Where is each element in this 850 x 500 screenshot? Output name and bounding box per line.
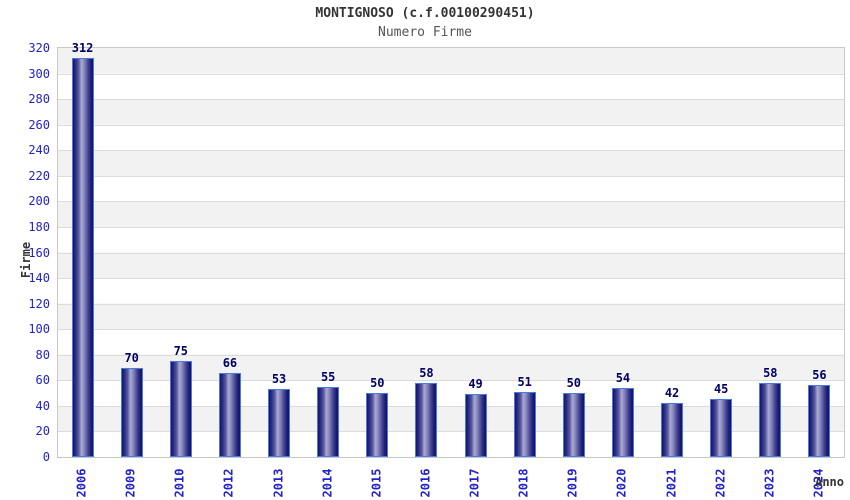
y-tick-label: 200	[28, 194, 50, 209]
x-tick-label-2013: 2013	[271, 468, 286, 498]
bar-value-label: 53	[271, 372, 287, 387]
gridline	[58, 278, 844, 280]
y-tick-label: 80	[35, 347, 50, 362]
bar-value-label: 58	[419, 365, 434, 380]
bar-2022	[710, 399, 733, 457]
y-tick-label: 180	[28, 219, 50, 234]
bar-value-label: 70	[124, 350, 139, 365]
bar-value-label: 56	[812, 368, 827, 383]
gridline	[58, 303, 844, 305]
x-tick-label-2022: 2022	[713, 468, 728, 498]
bar-2021	[661, 403, 684, 457]
bar-value-label: 54	[615, 370, 631, 385]
bar-value-label: 45	[713, 382, 729, 397]
gridline	[58, 354, 844, 356]
x-tick-label-2010: 2010	[172, 468, 187, 498]
y-tick-label: 160	[28, 245, 50, 260]
x-tick-label-2023: 2023	[762, 468, 777, 498]
bar-2014	[317, 386, 340, 457]
x-tick-label-2018: 2018	[516, 468, 531, 498]
bar-value-label: 49	[468, 377, 483, 392]
chart-title: MONTIGNOSO (c.f.00100290451)	[315, 6, 535, 21]
bar-value-label: 55	[320, 369, 336, 384]
y-tick-label: 260	[28, 117, 50, 132]
y-tick-label: 120	[28, 296, 50, 311]
gridline	[58, 124, 844, 126]
y-tick-label: 320	[28, 41, 50, 55]
gridline	[58, 226, 844, 228]
gridline	[58, 175, 844, 177]
y-axis-title: Firme	[19, 241, 33, 279]
y-tick-label: 240	[28, 143, 50, 158]
y-tick-label: 140	[28, 271, 50, 286]
gridline	[58, 252, 844, 254]
bar-value-label: 50	[370, 376, 385, 391]
bar-value-label: 75	[173, 344, 189, 359]
bar-2013	[268, 389, 291, 457]
bar-2016	[415, 382, 438, 457]
bar-2015	[366, 393, 389, 457]
bar-2024	[808, 385, 831, 457]
y-tick-label: 280	[28, 92, 50, 107]
gridline	[58, 99, 844, 101]
bar-value-label: 42	[664, 386, 680, 401]
gridline	[58, 431, 844, 433]
bar-value-label: 51	[517, 374, 532, 389]
x-tick-label-2014: 2014	[320, 468, 335, 498]
bar-2010	[169, 361, 192, 457]
x-tick-label-2017: 2017	[467, 468, 482, 498]
x-tick-label-2020: 2020	[614, 468, 629, 498]
bar-value-label: 66	[222, 355, 238, 370]
y-tick-label: 0	[42, 450, 50, 464]
y-tick-label: 220	[28, 168, 50, 183]
x-tick-label-2019: 2019	[565, 468, 580, 498]
bar-2012	[218, 372, 241, 457]
gridline	[58, 405, 844, 407]
gridline	[58, 329, 844, 331]
x-tick-label-2016: 2016	[418, 468, 433, 498]
x-tick-label-2015: 2015	[369, 468, 384, 498]
plot-area: 312 70 75 66 53 55 50 58 49 51 50 54 42 45 58 56	[57, 41, 845, 458]
bar-2019	[562, 393, 585, 457]
bar-value-label: 312	[71, 41, 94, 56]
x-tick-label-2012: 2012	[221, 468, 236, 498]
y-tick-label: 60	[35, 373, 50, 388]
bar-2023	[759, 382, 782, 457]
bar-2009	[120, 367, 143, 457]
bar-2017	[464, 394, 487, 457]
y-tick-label: 20	[35, 424, 50, 439]
x-axis-title: Anno	[815, 475, 844, 489]
bar-value-label: 50	[566, 376, 582, 391]
x-tick-label-2006: 2006	[74, 468, 89, 498]
gridline	[58, 201, 844, 203]
bar-value-label: 58	[763, 365, 778, 380]
y-tick-label: 300	[28, 66, 50, 81]
y-tick-label: 40	[35, 398, 50, 413]
bar-2006	[71, 58, 94, 457]
x-tick-label-2021: 2021	[664, 468, 679, 498]
bar-2020	[611, 387, 634, 457]
gridline	[58, 380, 844, 382]
bar-2018	[513, 391, 536, 457]
chart-subtitle: Numero Firme	[378, 25, 472, 40]
gridline	[58, 73, 844, 75]
y-tick-label: 100	[28, 322, 50, 337]
x-tick-label-2009: 2009	[123, 468, 138, 498]
gridline	[58, 150, 844, 152]
